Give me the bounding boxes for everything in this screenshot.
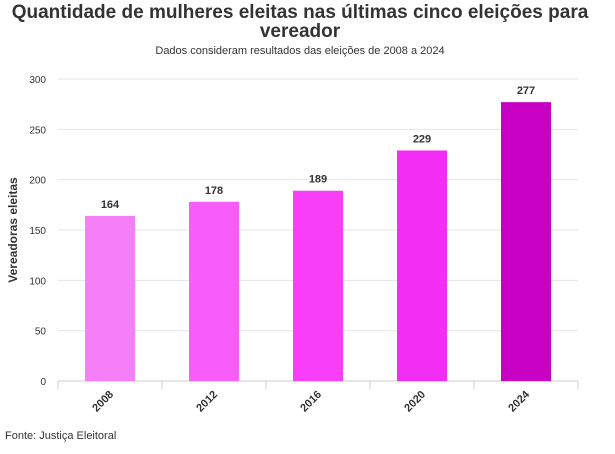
bar-2016	[293, 190, 343, 381]
x-tick-label-2024: 2024	[506, 388, 532, 414]
data-label-2012: 178	[205, 185, 223, 197]
x-tick-label-2016: 2016	[298, 389, 324, 415]
data-label-2008: 164	[101, 199, 120, 211]
y-tick-label: 150	[29, 226, 46, 237]
data-label-2020: 229	[413, 133, 431, 145]
data-label-2024: 277	[517, 85, 535, 97]
y-tick-labels: 0 50 100 150 200 250 300	[29, 75, 46, 388]
x-tick-label-2020: 2020	[402, 389, 428, 415]
bar-2008	[85, 215, 135, 381]
y-tick-label: 100	[29, 276, 46, 287]
source-note: Fonte: Justiça Eleitoral	[5, 430, 117, 442]
y-tick-label: 300	[29, 75, 46, 86]
y-tick-label: 50	[35, 327, 47, 338]
x-tick-label-2012: 2012	[194, 389, 220, 415]
bar-2024	[501, 102, 551, 382]
y-tick-label: 0	[40, 377, 46, 388]
bar-2012	[189, 201, 239, 381]
data-label-2016: 189	[309, 174, 327, 186]
y-tick-label: 250	[29, 125, 46, 136]
chart-subtitle: Dados consideram resultados das eleições…	[155, 45, 445, 57]
bar-2020	[397, 150, 447, 381]
x-tick-labels: 2008 2012 2016 2020 2024	[57, 381, 579, 415]
y-tick-label: 200	[29, 176, 46, 187]
chart-title: Quantidade de mulheres eleitas nas últim…	[11, 2, 589, 42]
x-tick-label-2008: 2008	[90, 389, 116, 415]
bars	[85, 102, 551, 382]
y-axis-label: Vereadoras eleitas	[6, 177, 20, 283]
data-labels: 164 178 189 229 277	[101, 85, 535, 211]
